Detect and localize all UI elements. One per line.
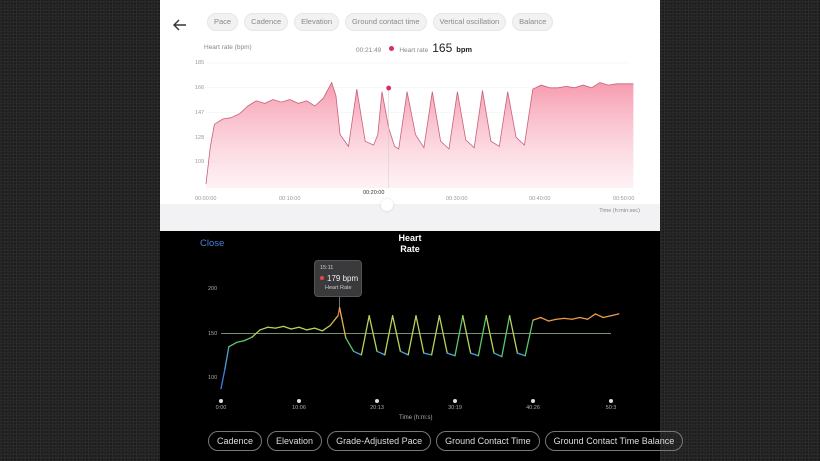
- chip-ground-contact-time-balance[interactable]: Ground Contact Time Balance: [544, 431, 684, 451]
- tooltip-label: Heart Rate: [325, 285, 352, 291]
- panel-title: Heart Rate: [380, 233, 440, 255]
- x-tick: 00:00:00: [195, 196, 217, 202]
- x-tick-dot: [609, 399, 613, 403]
- x-tick-dot: [453, 399, 457, 403]
- y-tick: 147: [195, 110, 205, 116]
- x-axis-title: Time (h:min:sec): [599, 208, 640, 214]
- heart-rate-dot-icon: [389, 46, 395, 51]
- timeline-scrubber-track[interactable]: [160, 204, 660, 231]
- y-tick: 185: [195, 60, 205, 66]
- y-tick: 100: [208, 375, 218, 381]
- y-tick: 128: [195, 135, 205, 141]
- x-tick: 50:3: [605, 405, 617, 411]
- title-line-2: Rate: [400, 244, 420, 254]
- readout-unit: bpm: [456, 45, 473, 54]
- x-tick-dot: [219, 399, 223, 403]
- close-button[interactable]: Close: [200, 238, 225, 249]
- x-tick: 00:10:00: [279, 196, 301, 202]
- metric-chip-row: Pace Cadence Elevation Ground contact ti…: [207, 13, 554, 31]
- chip-balance[interactable]: Balance: [512, 13, 554, 31]
- heart-rate-area-chart[interactable]: [160, 0, 660, 200]
- readout-value: 165: [432, 41, 453, 55]
- x-tick: 40:26: [526, 405, 540, 411]
- chip-pace[interactable]: Pace: [207, 13, 239, 31]
- chip-elevation[interactable]: Elevation: [267, 431, 323, 451]
- x-tick-dot: [297, 399, 301, 403]
- x-tick-dot: [375, 399, 379, 403]
- chart-tooltip: 15:11 179 bpm Heart Rate: [314, 260, 362, 297]
- y-axis-title: Heart rate (bpm): [204, 44, 252, 51]
- y-tick: 109: [195, 159, 205, 165]
- x-tick: 00:40:00: [529, 196, 551, 202]
- x-tick: 10:06: [292, 405, 306, 411]
- heart-rate-line-chart[interactable]: [160, 231, 660, 401]
- x-axis-title: Time (h:m:s): [399, 415, 433, 421]
- y-tick: 150: [208, 331, 218, 337]
- chip-elevation[interactable]: Elevation: [294, 13, 339, 31]
- tooltip-value-text: 179 bpm: [327, 274, 359, 283]
- chip-cadence[interactable]: Cadence: [244, 13, 289, 31]
- title-line-1: Heart: [398, 233, 422, 243]
- y-tick: 200: [208, 286, 218, 292]
- y-tick: 166: [195, 85, 205, 91]
- arrow-left-icon[interactable]: [170, 15, 190, 35]
- chip-ground-contact-time[interactable]: Ground Contact Time: [436, 431, 540, 451]
- x-tick: 20:13: [370, 405, 384, 411]
- x-tick-selected: 00:20:00: [363, 190, 385, 196]
- x-tick: 00:30:00: [446, 196, 468, 202]
- readout-label: Heart rate: [399, 47, 429, 54]
- top-heart-rate-panel: Pace Cadence Elevation Ground contact ti…: [160, 0, 660, 231]
- chip-grade-adjusted-pace[interactable]: Grade-Adjusted Pace: [327, 431, 432, 451]
- heart-rate-dot-icon: [320, 276, 324, 280]
- tooltip-time: 15:11: [320, 265, 334, 271]
- heart-rate-readout: 00:21:49 Heart rate 165 bpm: [356, 41, 472, 55]
- chip-cadence[interactable]: Cadence: [208, 431, 263, 451]
- readout-time: 00:21:49: [356, 47, 382, 54]
- scrubber-handle[interactable]: [381, 199, 393, 211]
- chip-ground-contact-time[interactable]: Ground contact time: [345, 13, 427, 31]
- tooltip-value: 179 bpm: [320, 274, 358, 283]
- chip-vertical-oscillation[interactable]: Vertical oscillation: [432, 13, 507, 31]
- x-tick-dot: [531, 399, 535, 403]
- x-tick: 0:00: [215, 405, 227, 411]
- x-tick: 30:19: [448, 405, 462, 411]
- metric-chip-row: Cadence Elevation Grade-Adjusted Pace Gr…: [208, 431, 684, 451]
- bottom-heart-rate-panel: Close Heart Rate 200 150 100 15:11 179 b…: [160, 231, 684, 461]
- x-tick: 00:50:00: [613, 196, 635, 202]
